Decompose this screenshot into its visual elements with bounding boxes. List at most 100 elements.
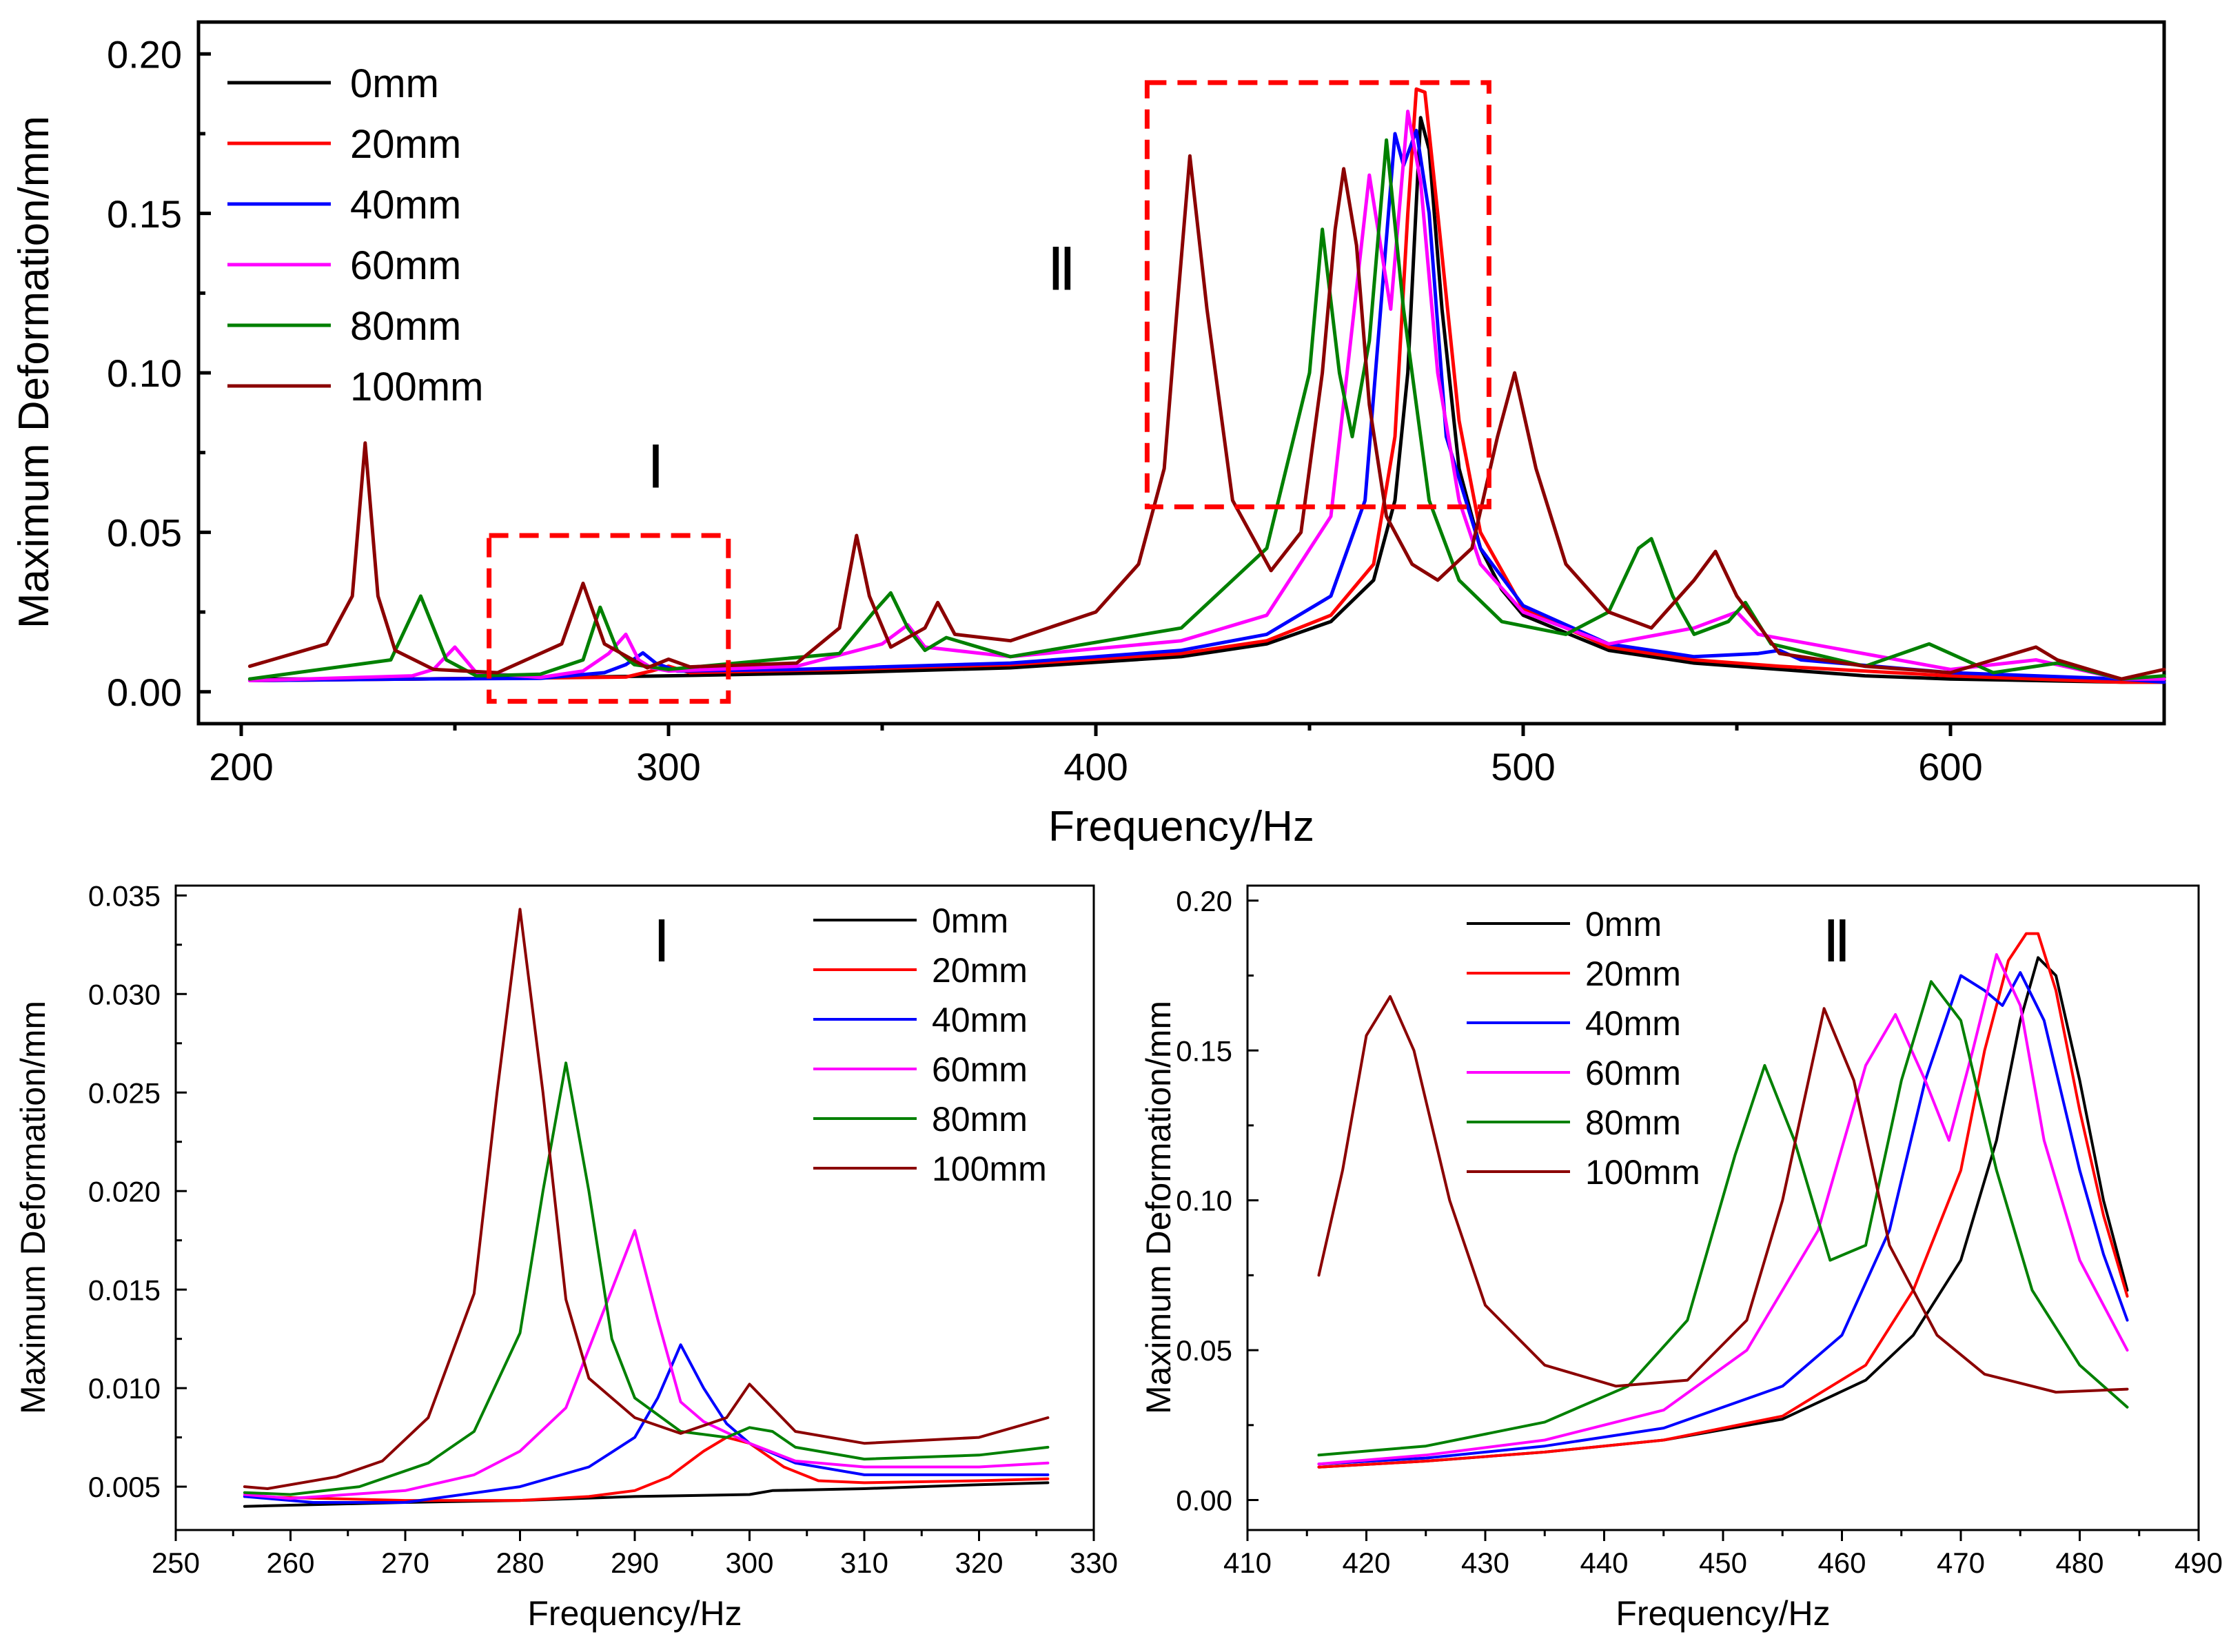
y-tick-label: 0.00 [1176, 1485, 1232, 1517]
series-lines [243, 908, 1050, 1508]
series-lines [1317, 932, 2129, 1469]
x-tick-label: 270 [381, 1547, 429, 1579]
series-line-100mm [247, 154, 2166, 681]
x-tick-label: 500 [1491, 745, 1555, 788]
annotations: ⅠⅡ [647, 237, 1077, 501]
x-tick-label: 200 [209, 745, 273, 788]
y-tick-label: 0.015 [88, 1274, 161, 1306]
x-axis-label: Frequency/Hz [1616, 1594, 1830, 1633]
y-tick-label: 0.035 [88, 879, 161, 912]
x-tick-label: 280 [496, 1547, 544, 1579]
y-tick-labels: 0.005 0.010 0.015 0.020 0.025 0.030 0.035 [88, 879, 161, 1503]
x-axis-label: Frequency/Hz [1048, 803, 1314, 850]
legend-label: 60mm [350, 243, 461, 288]
highlight-boxes [487, 80, 1491, 704]
legend-label: 20mm [1585, 955, 1681, 993]
inset-chart-2: 0.000.050.100.150.20 410 420 430 440 450 460 4… [1139, 884, 2223, 1633]
legend-label: 0mm [1585, 905, 1662, 944]
legend: 0mm 20mm 40mm 60mm 80mm 100mm [1467, 905, 1700, 1192]
x-tick-labels: 410 420 430 440 450 460 470 480 490 [1223, 1547, 2223, 1579]
x-tick-label: 300 [725, 1547, 773, 1579]
x-tick-label: 410 [1223, 1547, 1272, 1579]
series-line-100mm [243, 908, 1050, 1490]
y-tick-label: 0.020 [88, 1175, 161, 1207]
series-line-60mm [247, 110, 2166, 682]
y-tick-labels: 0.00 0.05 0.10 0.15 0.20 [107, 32, 182, 713]
y-axis-label: Maximum Deformation/mm [10, 116, 58, 629]
series-line-20mm [1317, 932, 2129, 1469]
x-tick-label: 480 [2055, 1547, 2103, 1579]
legend-label: 100mm [1585, 1153, 1700, 1192]
x-tick-labels: 250 260 270 280 290 300 310 320 330 [152, 1547, 1118, 1579]
axis-ticks [198, 52, 1953, 736]
legend: 0mm 20mm 40mm 60mm 80mm 100mm [227, 61, 483, 409]
legend-label: 0mm [932, 901, 1008, 940]
legend-label: 100mm [932, 1150, 1047, 1188]
y-tick-label: 0.025 [88, 1077, 161, 1109]
region-label: Ⅰ [647, 435, 664, 501]
annotations: Ⅰ [653, 909, 671, 974]
x-tick-label: 310 [840, 1547, 888, 1579]
x-tick-label: 470 [1937, 1547, 1985, 1579]
y-tick-label: 0.20 [107, 32, 182, 76]
legend-label: 60mm [932, 1050, 1028, 1089]
series-line-80mm [1317, 980, 2129, 1457]
series-line-0mm [1317, 956, 2129, 1469]
series-line-60mm [243, 1229, 1050, 1500]
x-tick-label: 490 [2174, 1547, 2223, 1579]
x-tick-label: 420 [1342, 1547, 1390, 1579]
x-tick-label: 320 [955, 1547, 1003, 1579]
legend-label: 20mm [932, 951, 1028, 990]
axis-ticks [1246, 899, 2200, 1541]
x-tick-label: 260 [266, 1547, 314, 1579]
legend-label: 80mm [350, 304, 461, 349]
panel-title: Ⅱ [1822, 909, 1851, 974]
y-tick-label: 0.20 [1176, 885, 1232, 917]
series-line-40mm [247, 128, 2166, 684]
x-tick-labels: 200 300 400 500 600 [209, 745, 1982, 788]
x-tick-label: 290 [611, 1547, 659, 1579]
y-tick-label: 0.05 [1176, 1334, 1232, 1367]
series-line-0mm [247, 116, 2166, 684]
legend-label: 20mm [350, 122, 461, 167]
legend-label: 40mm [932, 1001, 1028, 1039]
y-tick-label: 0.005 [88, 1471, 161, 1503]
y-axis-label: Maximum Deformation/mm [1139, 1001, 1178, 1414]
legend-label: 80mm [1585, 1103, 1681, 1142]
series-line-80mm [247, 138, 2166, 681]
x-tick-label: 430 [1461, 1547, 1509, 1579]
series-line-20mm [247, 87, 2166, 684]
x-tick-label: 600 [1918, 745, 1982, 788]
legend-label: 60mm [1585, 1054, 1681, 1092]
series-line-100mm [1317, 995, 2129, 1394]
series-line-80mm [243, 1061, 1050, 1496]
axis-ticks [174, 894, 1095, 1541]
legend-label: 40mm [1585, 1004, 1681, 1043]
region-label: Ⅱ [1047, 237, 1076, 303]
annotations: Ⅱ [1822, 909, 1851, 974]
panel-title: Ⅰ [653, 909, 671, 974]
legend: 0mm 20mm 40mm 60mm 80mm 100mm [813, 901, 1047, 1188]
highlight-box-Ⅱ [1144, 80, 1491, 509]
y-tick-label: 0.030 [88, 978, 161, 1010]
series-line-40mm [1317, 971, 2129, 1466]
x-axis-label: Frequency/Hz [527, 1594, 742, 1633]
main-chart: 0.000.050.100.150.20 200 300 400 500 600 ⅠⅡ … [10, 20, 2166, 850]
y-axis-label: Maximum Deformation/mm [14, 1001, 52, 1414]
legend-label: 100mm [350, 365, 483, 409]
x-tick-label: 250 [152, 1547, 200, 1579]
series-line-20mm [243, 1436, 1050, 1502]
series-lines [247, 87, 2166, 684]
x-tick-label: 400 [1063, 745, 1128, 788]
y-tick-labels: 0.00 0.05 0.10 0.15 0.20 [1176, 885, 1232, 1517]
highlight-box-Ⅰ [487, 533, 731, 704]
y-tick-label: 0.10 [1176, 1185, 1232, 1217]
legend-label: 40mm [350, 183, 461, 227]
plot-frame [196, 20, 2166, 726]
y-tick-label: 0.00 [107, 671, 182, 714]
x-tick-label: 450 [1699, 1547, 1747, 1579]
y-tick-label: 0.05 [107, 511, 182, 555]
x-tick-label: 460 [1817, 1547, 1866, 1579]
